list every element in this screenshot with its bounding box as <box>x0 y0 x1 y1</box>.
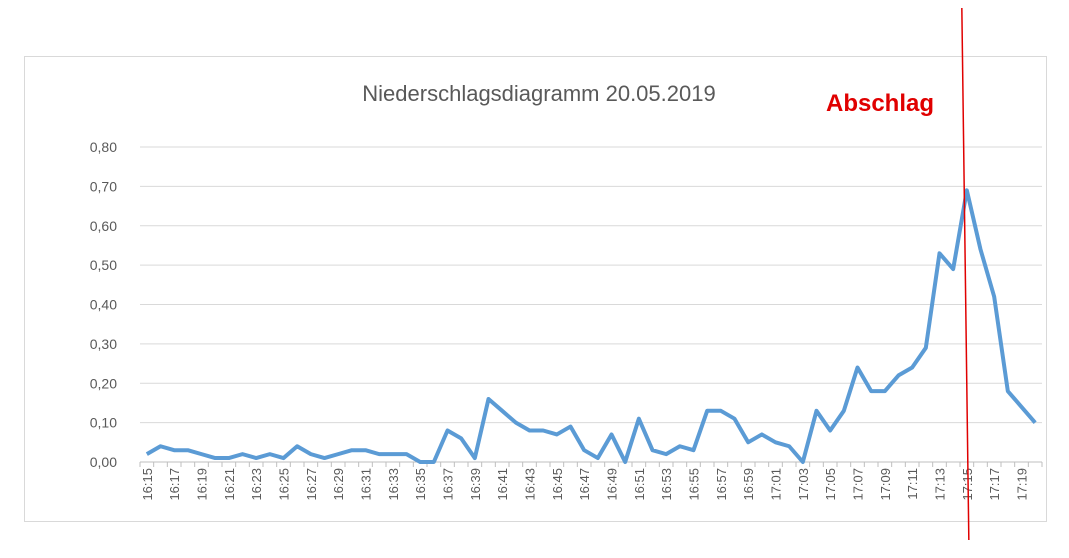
x-tick-label: 16:19 <box>195 468 210 501</box>
x-tick-label: 17:03 <box>796 468 811 501</box>
x-tick-label: 16:35 <box>413 468 428 501</box>
y-tick-label: 0,80 <box>90 139 117 155</box>
x-tick-label: 16:41 <box>495 468 510 501</box>
y-tick-label: 0,20 <box>90 375 117 391</box>
y-tick-label: 0,30 <box>90 336 117 352</box>
x-axis-ticks: 16:15 16:17 16:19 16:21 16:23 16:25 16:27 16:29… <box>139 462 1043 501</box>
y-tick-label: 0,60 <box>90 218 117 234</box>
series-line <box>145 188 1037 464</box>
y-tick-label: 0,70 <box>90 178 117 194</box>
x-tick-label: 16:51 <box>632 468 647 501</box>
x-tick-label: 17:15 <box>960 468 975 501</box>
x-tick-label: 16:39 <box>468 468 483 501</box>
x-tick-label: 16:21 <box>222 468 237 501</box>
x-tick-label: 16:59 <box>741 468 756 501</box>
abschlag-label: Abschlag <box>826 90 934 117</box>
x-tick-label: 17:19 <box>1015 468 1030 501</box>
x-tick-label: 17:17 <box>987 468 1002 501</box>
x-tick-label: 16:33 <box>386 468 401 501</box>
x-tick-label: 17:09 <box>878 468 893 501</box>
x-tick-label: 16:47 <box>577 468 592 501</box>
x-tick-label: 17:01 <box>769 468 784 501</box>
x-tick-label: 16:23 <box>249 468 264 501</box>
abschlag-marker-line <box>961 7 970 541</box>
x-tick-label: 17:05 <box>823 468 838 501</box>
x-tick-label: 16:45 <box>550 468 565 501</box>
x-tick-label: 16:17 <box>167 468 182 501</box>
y-axis-ticks: 0,00 0,10 0,20 0,30 0,40 0,50 0,60 0,70 0,80 <box>90 139 117 470</box>
chart-title: Niederschlagsdiagramm 20.05.2019 <box>362 81 715 106</box>
x-tick-label: 16:15 <box>140 468 155 501</box>
x-tick-label: 16:29 <box>331 468 346 501</box>
x-tick-label: 17:07 <box>851 468 866 501</box>
x-tick-label: 16:57 <box>714 468 729 501</box>
x-tick-label: 17:13 <box>933 468 948 501</box>
gridlines <box>140 146 1042 463</box>
x-tick-label: 16:27 <box>304 468 319 501</box>
x-tick-label: 16:31 <box>359 468 374 501</box>
chart-frame <box>24 56 1047 522</box>
y-tick-label: 0,00 <box>90 454 117 470</box>
y-tick-label: 0,40 <box>90 297 117 313</box>
x-tick-label: 17:11 <box>905 468 920 500</box>
x-tick-label: 16:49 <box>605 468 620 501</box>
x-tick-label: 16:55 <box>687 468 702 501</box>
y-tick-label: 0,50 <box>90 257 117 273</box>
x-tick-label: 16:37 <box>441 468 456 501</box>
x-tick-label: 16:25 <box>277 468 292 501</box>
y-tick-label: 0,10 <box>90 415 117 431</box>
x-tick-label: 16:43 <box>523 468 538 501</box>
x-tick-label: 16:53 <box>659 468 674 501</box>
